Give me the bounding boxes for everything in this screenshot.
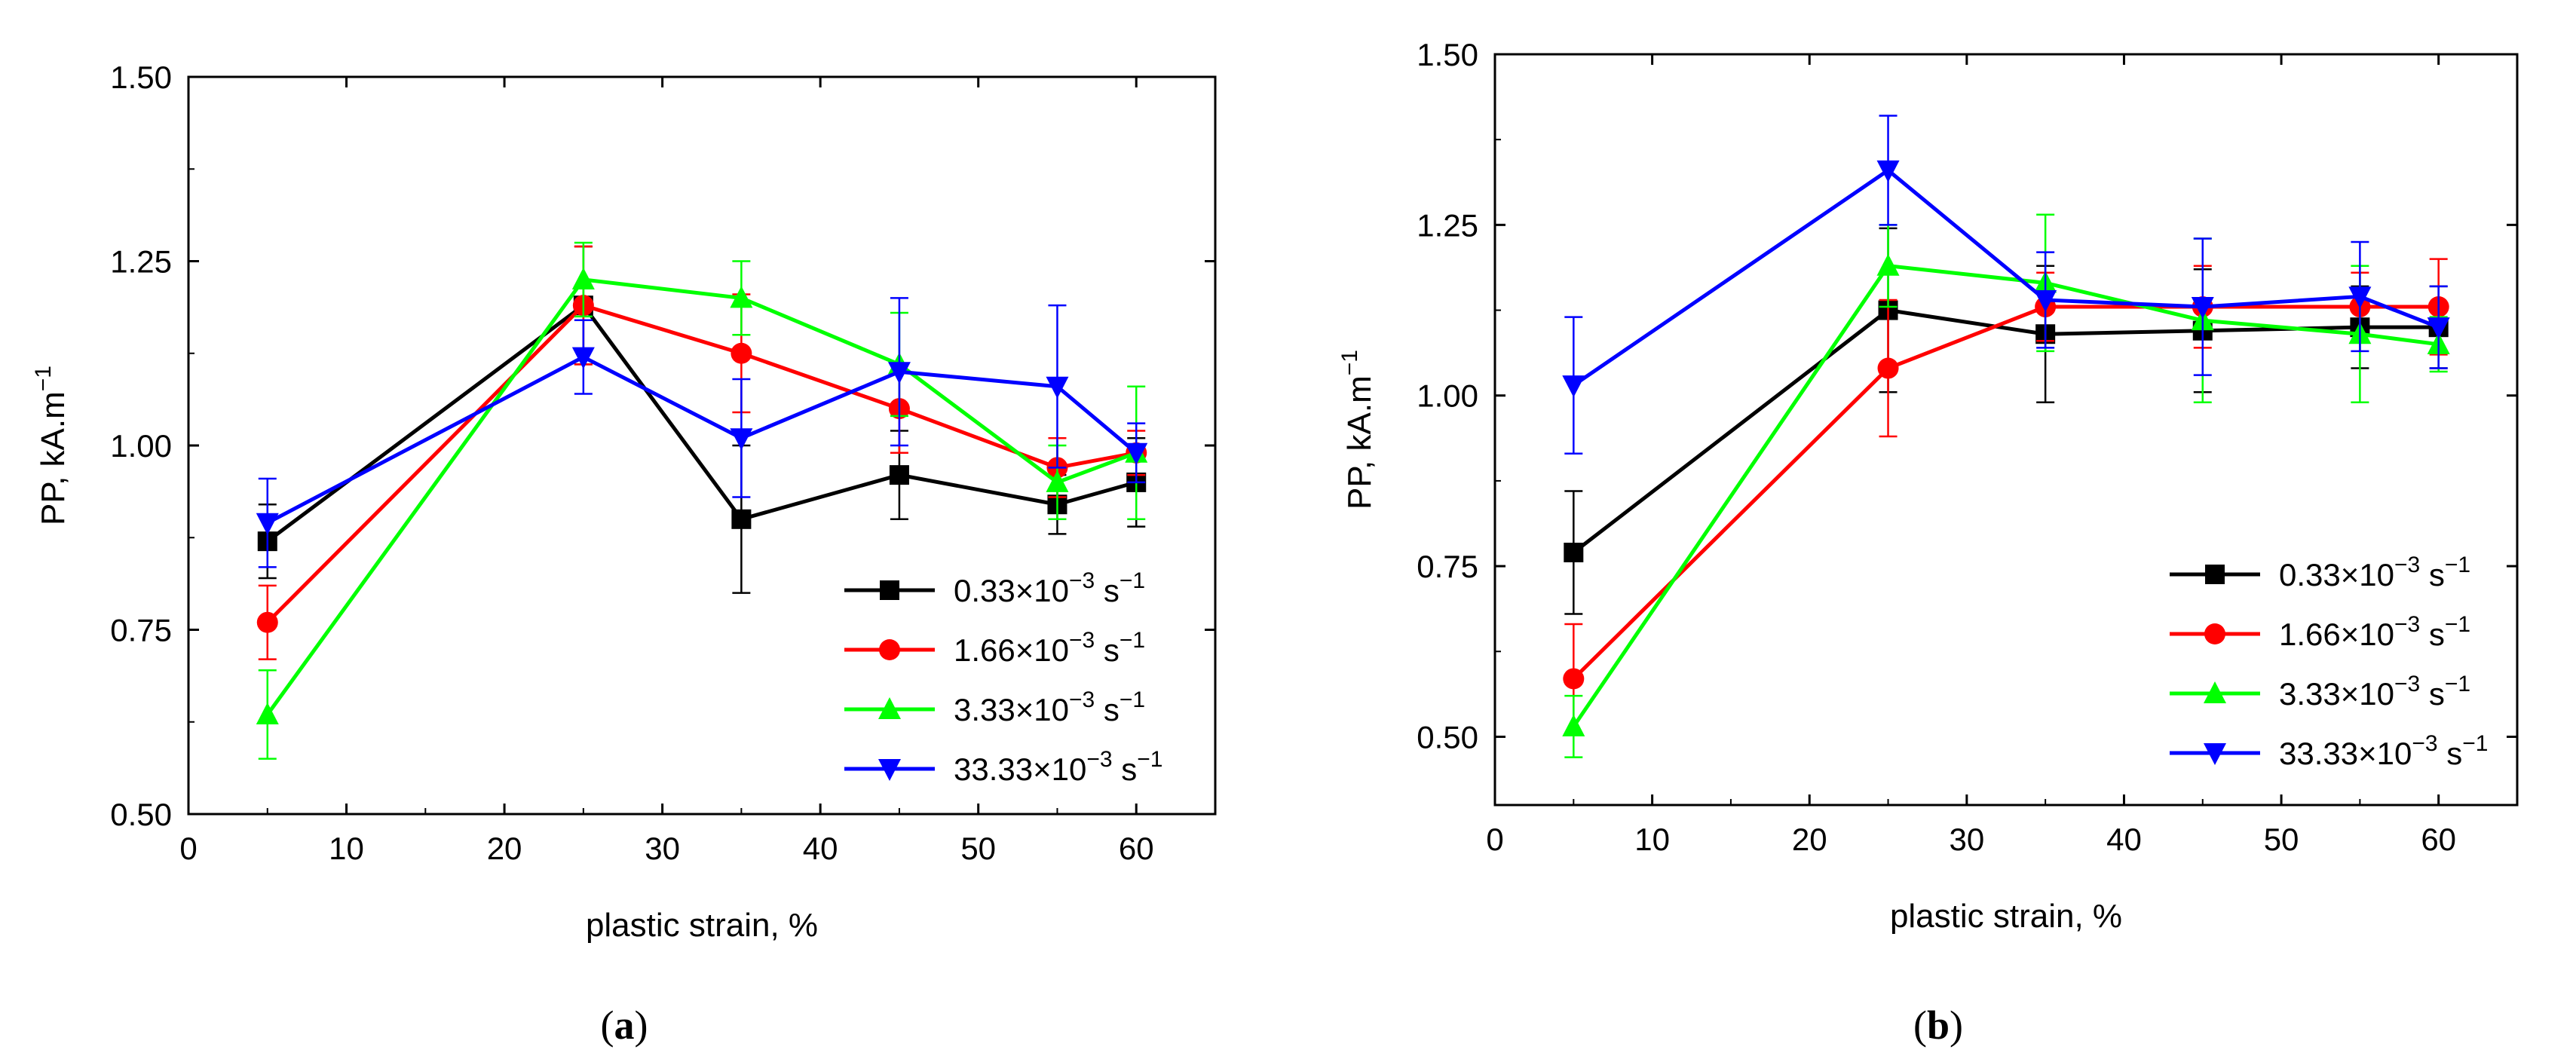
legend-marker [878, 697, 901, 719]
panel-b: 0 10 20 30 40 50 60 0.50 0.75 1.00 1.25 1.50 plastic… [1337, 37, 2519, 1048]
legend: 0.33×10−3 s−1 1.66×10−3 s−1 3.33×10−3 s−1 3… [844, 568, 1162, 787]
y-tick-label: 0.75 [110, 613, 172, 648]
x-tick-label: 60 [2421, 822, 2456, 857]
data-point [731, 509, 752, 529]
series-line [265, 277, 1138, 716]
series-line [1572, 167, 2440, 387]
series-2 [256, 241, 1148, 760]
y-tick-label: 0.50 [110, 797, 172, 832]
data-point [256, 702, 279, 724]
data-point [731, 342, 752, 364]
data-point [1046, 470, 1069, 492]
x-tick-label: 40 [2106, 822, 2142, 857]
data-point [571, 347, 595, 369]
x-axis-title: plastic strain, % [586, 907, 818, 944]
y-axis-title: PP, kA.m−1 [1337, 350, 1378, 510]
data-point [571, 267, 595, 289]
data-point [2427, 317, 2450, 340]
y-tick-label: 1.00 [110, 428, 172, 464]
data-point [1564, 542, 1584, 562]
data-point [2034, 289, 2057, 312]
data-point [889, 465, 909, 485]
series-line [1572, 264, 2440, 728]
y-tick-label: 0.75 [1417, 549, 1478, 584]
data-point [2191, 297, 2214, 320]
legend-label: 33.33×10−3 s−1 [954, 747, 1162, 787]
x-tick-label: 20 [487, 831, 522, 866]
y-tick-label: 1.50 [1417, 37, 1478, 72]
data-point [887, 362, 911, 384]
series-line [265, 303, 1137, 624]
x-axis-title: plastic strain, % [1890, 898, 2122, 935]
panel-a: 0 10 20 30 40 50 60 0.50 0.75 1.00 1.25 1.50 plastic… [31, 60, 1217, 1048]
y-axis-title: PP, kA.m−1 [31, 366, 72, 525]
panel-label: (b) [1913, 1003, 1963, 1048]
y-tick-label: 1.00 [1417, 378, 1478, 414]
legend-marker [2204, 623, 2225, 644]
data-point [1125, 442, 1148, 465]
data-point [1046, 376, 1069, 399]
y-tick-label: 0.50 [1417, 719, 1478, 755]
x-tick-label: 60 [1119, 831, 1154, 866]
x-tick-label: 0 [179, 831, 197, 866]
data-point [2348, 286, 2372, 309]
legend-label: 1.66×10−3 s−1 [954, 628, 1145, 668]
legend-marker [880, 580, 899, 600]
legend-label: 0.33×10−3 s−1 [954, 568, 1145, 608]
plot-frame [1493, 53, 2519, 807]
series-line [1572, 305, 2439, 681]
data-point [256, 611, 278, 633]
legend-marker [879, 639, 900, 660]
legend-label: 3.33×10−3 s−1 [954, 687, 1145, 727]
x-tick-label: 50 [960, 831, 996, 866]
legend-marker [2204, 743, 2226, 765]
series-3 [256, 297, 1148, 568]
x-tick-label: 50 [2264, 822, 2299, 857]
legend-marker [2205, 565, 2225, 584]
y-tick-label: 1.50 [110, 60, 172, 95]
data-point [256, 513, 279, 535]
x-tick-label: 0 [1486, 822, 1503, 857]
data-point [1563, 668, 1585, 690]
data-point [1562, 375, 1585, 398]
legend-label: 0.33×10−3 s−1 [2279, 553, 2470, 592]
legend-label: 1.66×10−3 s−1 [2279, 612, 2470, 652]
y-tick-label: 1.25 [110, 244, 172, 280]
legend-label: 3.33×10−3 s−1 [2279, 672, 2470, 712]
y-tick-label: 1.25 [1417, 207, 1478, 243]
panel-label: (a) [601, 1003, 648, 1048]
legend-label: 33.33×10−3 s−1 [2279, 731, 2488, 771]
data-point [730, 428, 753, 451]
data-point [730, 286, 753, 308]
data-point [1876, 160, 1900, 182]
legend-marker [878, 759, 901, 781]
legend-marker [2204, 681, 2226, 703]
legend: 0.33×10−3 s−1 1.66×10−3 s−1 3.33×10−3 s−1 3… [2170, 553, 2488, 771]
data-point [1562, 714, 1585, 736]
x-tick-label: 30 [1949, 822, 1984, 857]
x-tick-label: 10 [329, 831, 364, 866]
data-point [1877, 357, 1899, 379]
series-line [266, 302, 1137, 543]
x-tick-label: 20 [1792, 822, 1827, 857]
x-tick-label: 10 [1634, 822, 1670, 857]
series-line [266, 354, 1138, 525]
series-line [1572, 308, 2439, 554]
series-3 [1562, 115, 2450, 455]
x-tick-label: 30 [645, 831, 680, 866]
x-tick-label: 40 [803, 831, 838, 866]
data-point [1876, 253, 1900, 276]
